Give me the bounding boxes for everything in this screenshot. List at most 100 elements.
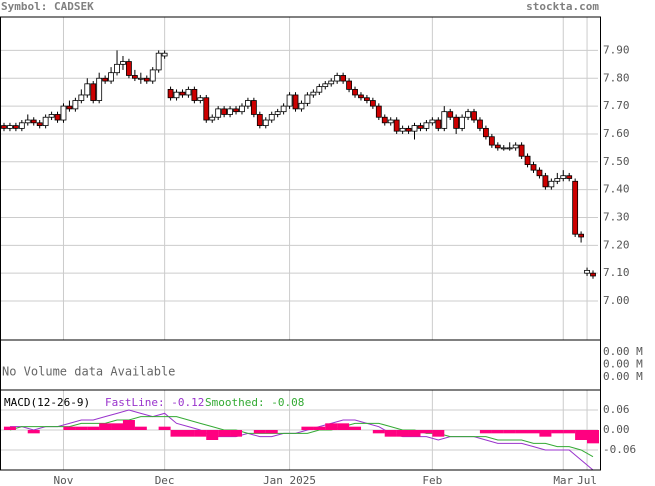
candle-body <box>429 119 436 124</box>
x-tick-label: Nov <box>54 474 74 486</box>
candle-body <box>298 102 305 110</box>
candle-body <box>239 105 245 113</box>
y-tick-label: 7.20 <box>603 238 630 251</box>
x-tick-label: Feb <box>422 474 442 486</box>
volume-label: 0.00 M <box>603 345 643 358</box>
candle-body <box>209 116 216 121</box>
candle-body <box>185 88 192 96</box>
y-tick-label: 7.80 <box>603 71 630 84</box>
y-tick-label: 7.10 <box>603 266 630 279</box>
candle-body <box>566 175 573 179</box>
candle-body <box>518 144 525 157</box>
candle-body <box>524 155 531 165</box>
macd-bar <box>111 423 124 430</box>
candle-body <box>488 136 495 146</box>
candle-body <box>512 144 519 149</box>
candle-body <box>358 94 364 99</box>
macd-bar <box>99 423 112 430</box>
macd-bar <box>479 430 492 434</box>
candle-body <box>352 88 358 96</box>
macd-line <box>9 409 594 471</box>
macd-bar <box>87 426 100 430</box>
candle-body <box>60 105 67 121</box>
candle-body <box>245 100 251 107</box>
candle-body <box>572 180 579 235</box>
candle-body <box>262 119 269 126</box>
candle-body <box>48 114 55 118</box>
candle-body <box>250 100 257 115</box>
candle-body <box>167 88 174 99</box>
candle-body <box>310 91 317 96</box>
candle-body <box>441 111 448 129</box>
fast-label: FastLine: -0.12 <box>105 396 204 409</box>
candle-body <box>96 77 103 101</box>
candle-body <box>161 52 168 57</box>
panel-frame <box>0 389 601 471</box>
candle-body <box>500 147 507 150</box>
candle-body <box>72 100 79 110</box>
candle-body <box>292 94 299 110</box>
volume-note: No Volume data Available <box>2 365 175 379</box>
candle-body <box>477 119 483 129</box>
candle-body <box>102 77 109 82</box>
macd-bar <box>265 430 278 434</box>
candle-body <box>221 108 228 115</box>
candle-body <box>506 147 513 150</box>
candle-body <box>375 105 382 118</box>
x-tick-label: Jan 2025 <box>263 474 316 486</box>
macd-bar <box>313 426 326 430</box>
y-tick-label: 0.00 <box>603 423 630 436</box>
candle-body <box>126 61 132 76</box>
x-tick-label: Mar <box>553 474 573 486</box>
y-tick-label: 7.70 <box>603 99 630 112</box>
candle-body <box>590 272 596 277</box>
candle-body <box>215 108 222 118</box>
candle-body <box>471 111 477 121</box>
macd-bar <box>503 430 516 434</box>
candle-body <box>530 164 537 171</box>
panel-frame <box>0 16 601 341</box>
candle-body <box>66 105 73 110</box>
macd-bar <box>384 430 397 437</box>
y-tick-label: 7.50 <box>603 155 630 168</box>
candle-body <box>340 75 347 82</box>
candle-body <box>143 77 150 82</box>
y-tick-label: 7.00 <box>603 294 630 307</box>
y-tick-label: 0.06 <box>603 403 630 416</box>
candle-body <box>173 91 180 99</box>
candle-body <box>155 52 162 71</box>
macd-bar <box>230 430 243 437</box>
candle-body <box>346 80 352 90</box>
candle-body <box>114 63 120 74</box>
candle-body <box>108 72 114 82</box>
candle-body <box>578 233 585 238</box>
candle-body <box>494 144 501 149</box>
candle-body <box>120 61 126 65</box>
candle-body <box>322 83 329 88</box>
y-tick-label: 7.40 <box>603 183 630 196</box>
macd-bar <box>206 430 219 440</box>
candle-body <box>387 119 394 124</box>
candle-body <box>435 119 442 129</box>
candle-body <box>227 108 233 115</box>
macd-bar <box>587 430 600 444</box>
candle-body <box>459 116 466 129</box>
candle-body <box>560 175 567 179</box>
symbol: Symbol: CADSEK <box>1 0 94 13</box>
macd-bar <box>527 430 540 434</box>
candle-body <box>24 119 31 124</box>
x-tick-label: Jul <box>577 474 597 486</box>
y-tick-label: 7.60 <box>603 127 630 140</box>
macd-bar <box>218 430 231 437</box>
candle-body <box>149 69 156 82</box>
candle-body <box>78 94 85 101</box>
x-tick-label: Dec <box>155 474 175 486</box>
macd-bar <box>3 426 16 430</box>
candle-body <box>233 108 239 113</box>
macd-bar <box>420 430 433 434</box>
candle-body <box>334 75 341 82</box>
y-tick-label: 7.90 <box>603 43 630 56</box>
candle-body <box>36 122 43 126</box>
candle-body <box>30 119 37 124</box>
candle-body <box>399 127 406 132</box>
